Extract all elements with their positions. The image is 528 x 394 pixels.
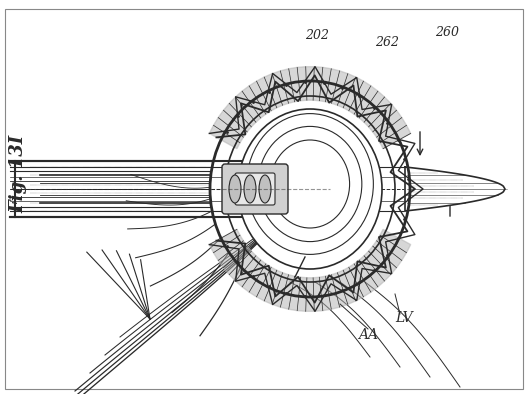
Polygon shape [209,67,411,149]
Polygon shape [405,167,505,211]
Text: AA: AA [358,328,378,342]
Text: Fig. 13I: Fig. 13I [9,135,27,213]
FancyBboxPatch shape [287,142,303,236]
FancyBboxPatch shape [235,173,275,205]
Text: LV: LV [395,311,412,325]
Ellipse shape [259,175,271,203]
Text: 202: 202 [305,29,329,42]
Ellipse shape [229,175,241,203]
FancyBboxPatch shape [222,164,288,214]
FancyBboxPatch shape [307,147,323,231]
Ellipse shape [244,175,256,203]
Polygon shape [209,229,411,311]
Text: 260: 260 [435,26,459,39]
Ellipse shape [210,81,410,297]
Ellipse shape [238,109,382,269]
Text: 262: 262 [375,36,399,49]
FancyBboxPatch shape [10,161,290,217]
